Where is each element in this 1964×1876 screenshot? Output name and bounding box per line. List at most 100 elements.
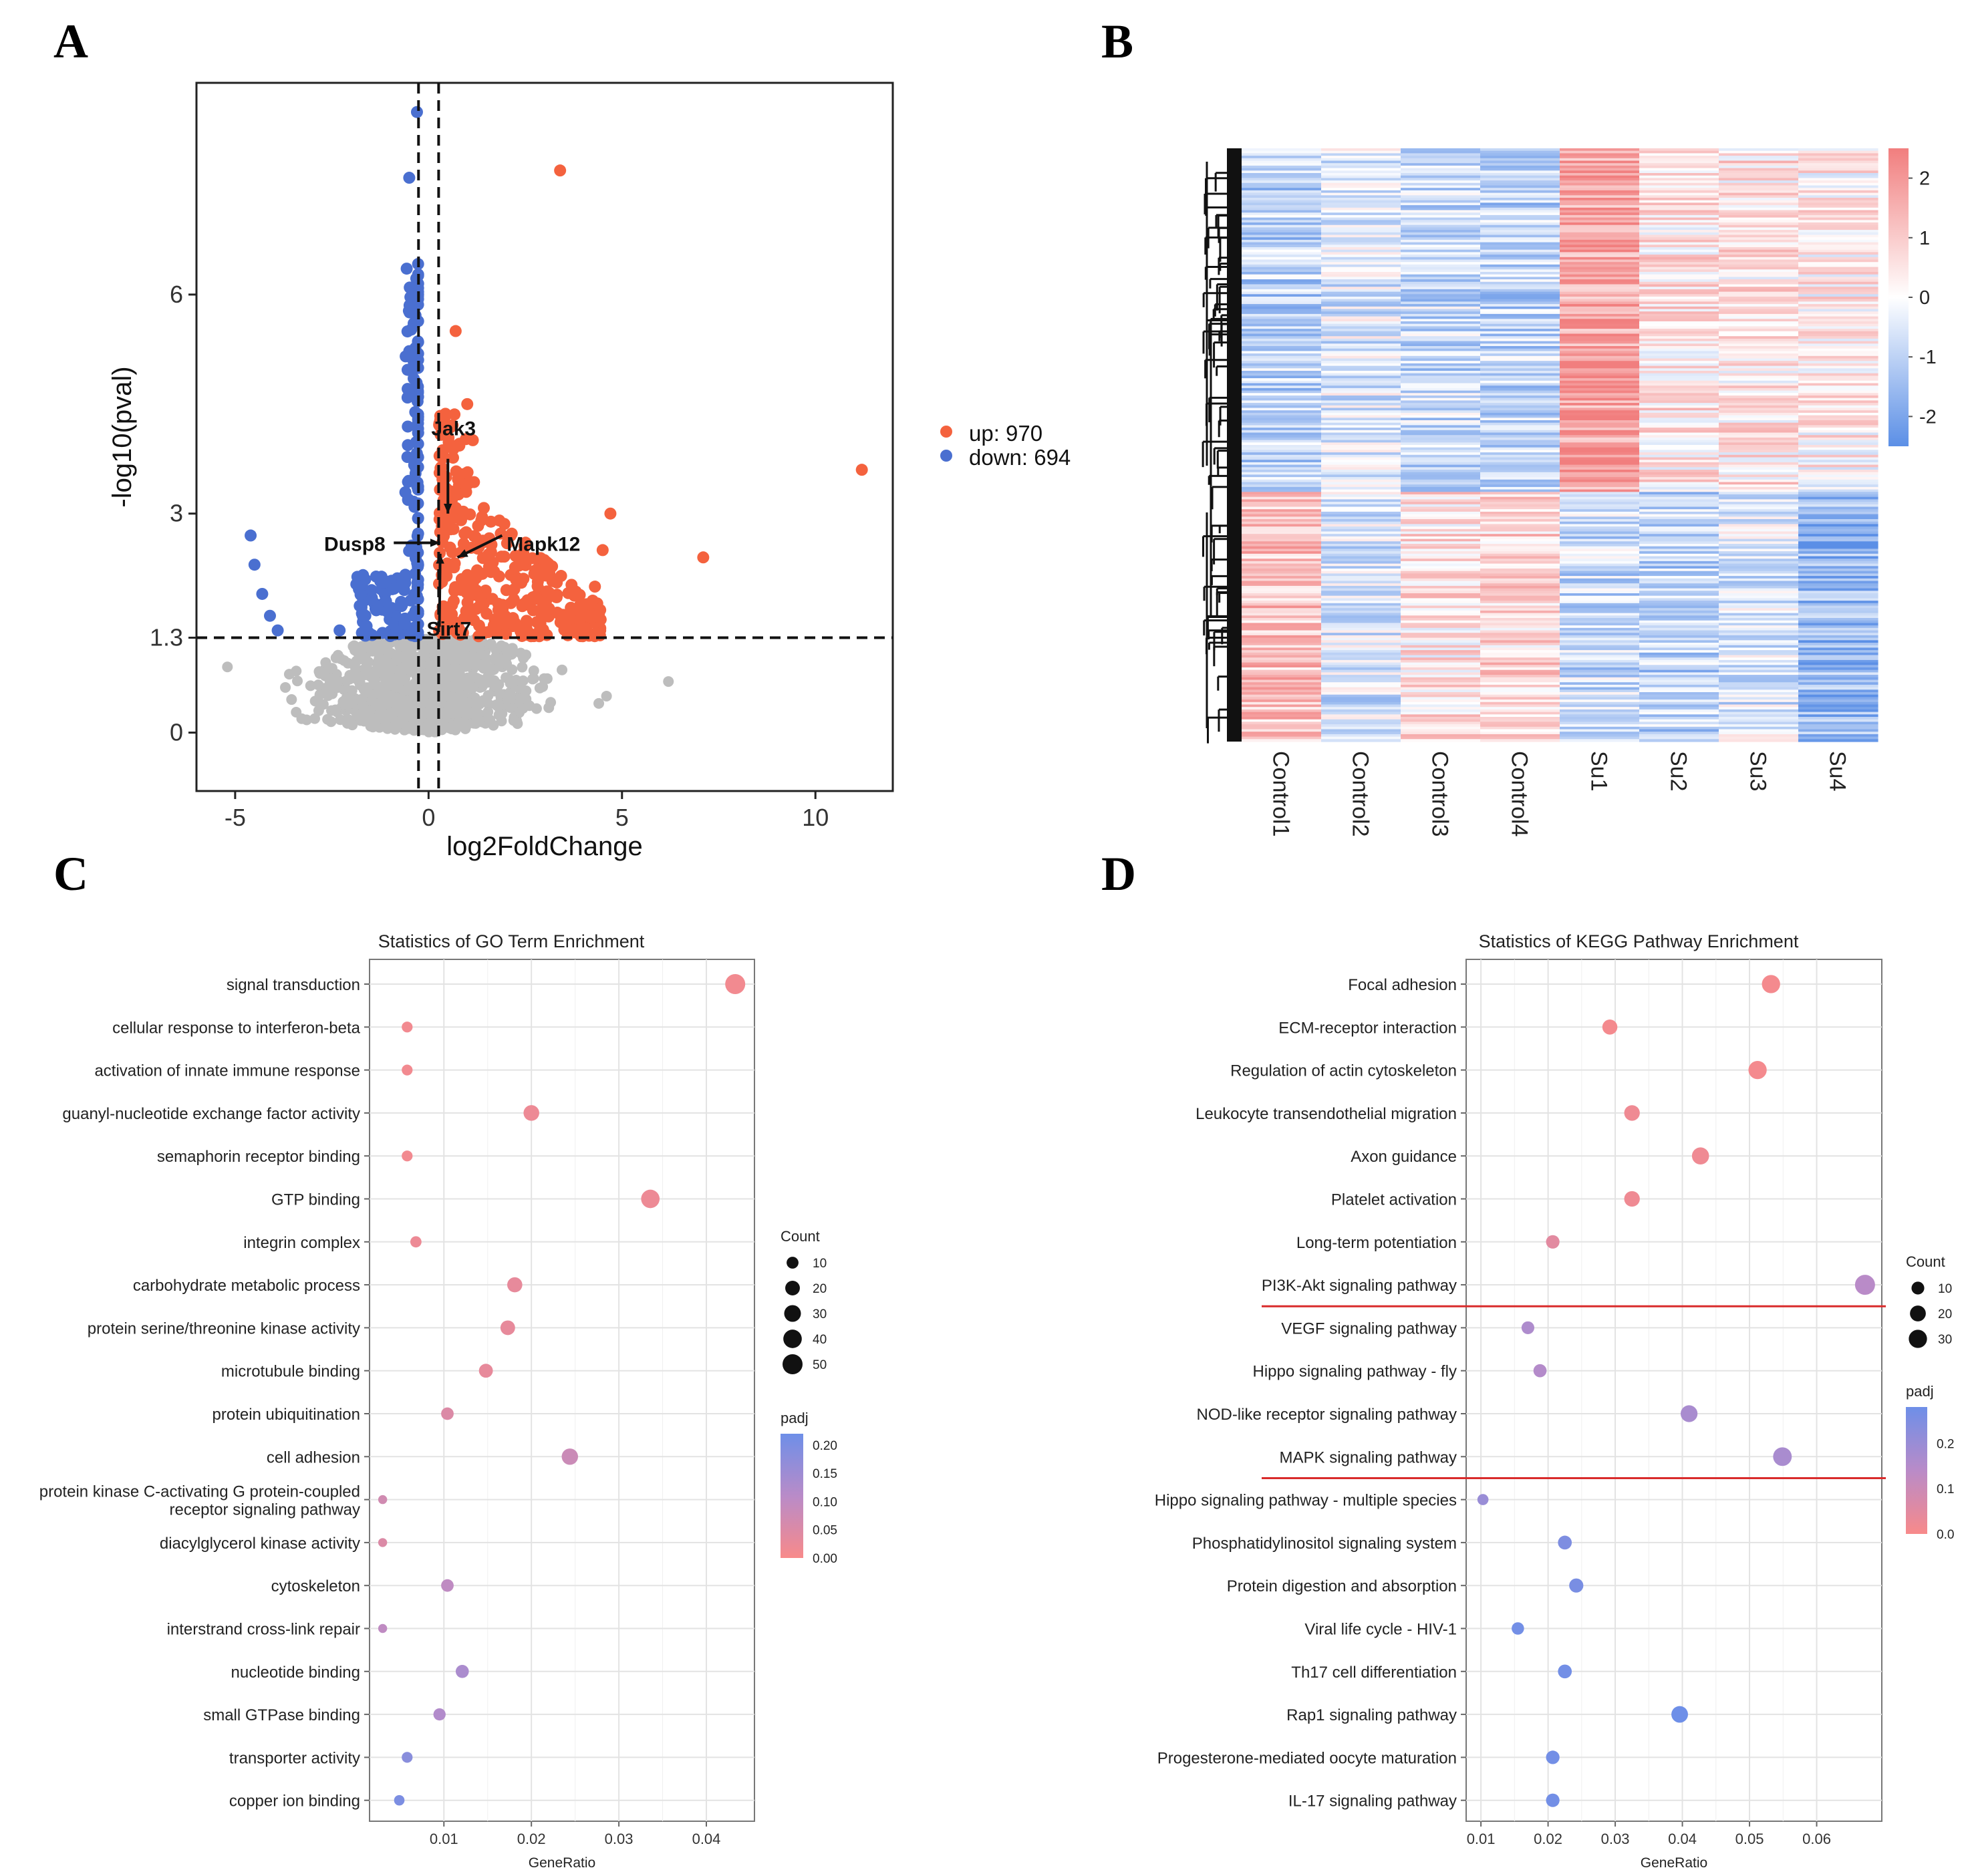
heatmap-cell — [1560, 180, 1640, 184]
heatmap-cell — [1639, 640, 1719, 643]
heatmap-cell — [1401, 601, 1481, 604]
heatmap-cell — [1242, 578, 1322, 582]
heatmap-cell — [1242, 230, 1322, 233]
heatmap-cell — [1798, 267, 1878, 270]
heatmap-cell — [1798, 573, 1878, 577]
heatmap-cell — [1639, 212, 1719, 216]
heatmap-cell — [1719, 712, 1799, 715]
heatmap-cell — [1560, 627, 1640, 631]
heatmap-cell — [1719, 368, 1799, 371]
heatmap-cell — [1639, 722, 1719, 725]
heatmap-cell — [1639, 519, 1719, 522]
heatmap-cell — [1480, 712, 1560, 715]
x-tick-label: 0.02 — [517, 1831, 546, 1847]
heatmap-cell — [1560, 615, 1640, 619]
heatmap-cell — [1719, 267, 1799, 270]
heatmap-cell — [1242, 214, 1322, 218]
heatmap-cell — [1798, 148, 1878, 152]
heatmap-cell — [1242, 355, 1322, 359]
volcano-point-ns — [305, 680, 316, 691]
kegg-plot-frame — [1465, 959, 1882, 1822]
heatmap-cell — [1639, 153, 1719, 156]
heatmap-cell — [1639, 689, 1719, 693]
heatmap-cell — [1639, 358, 1719, 361]
heatmap-cell — [1639, 524, 1719, 527]
heatmap-cell — [1798, 486, 1878, 490]
heatmap-cell — [1480, 245, 1560, 248]
term-label: Focal adhesion — [1348, 976, 1457, 994]
heatmap-cell — [1242, 633, 1322, 636]
count-legend-dot — [783, 1354, 803, 1374]
heatmap-cell — [1719, 405, 1799, 409]
heatmap-cell — [1560, 297, 1640, 300]
heatmap-cell — [1719, 158, 1799, 162]
heatmap-cell — [1321, 576, 1401, 579]
heatmap-cell — [1798, 435, 1878, 438]
heatmap-cell — [1798, 408, 1878, 411]
heatmap-cell — [1719, 486, 1799, 490]
heatmap-cell — [1719, 573, 1799, 577]
heatmap-cell — [1401, 472, 1481, 475]
heatmap-cell — [1480, 479, 1560, 483]
heatmap-cell — [1719, 304, 1799, 307]
heatmap-cell — [1242, 358, 1322, 361]
count-legend-label: 30 — [813, 1307, 827, 1321]
heatmap-cell — [1401, 355, 1481, 359]
heatmap-cell — [1480, 257, 1560, 261]
heatmap-cell — [1480, 569, 1560, 572]
heatmap-cell — [1798, 299, 1878, 302]
heatmap-cell — [1798, 281, 1878, 285]
heatmap-cell — [1321, 578, 1401, 582]
heatmap-cell — [1321, 682, 1401, 685]
heatmap-cell — [1639, 699, 1719, 703]
heatmap-cell — [1321, 714, 1401, 718]
heatmap-cell — [1719, 650, 1799, 653]
heatmap-cell — [1719, 707, 1799, 710]
heatmap-cell — [1480, 400, 1560, 404]
heatmap-cell — [1480, 195, 1560, 198]
heatmap-cell — [1321, 301, 1401, 305]
heatmap-cell — [1719, 610, 1799, 614]
heatmap-cell — [1480, 732, 1560, 735]
heatmap-cell — [1639, 672, 1719, 675]
heatmap-cell — [1480, 387, 1560, 392]
heatmap-cell — [1719, 232, 1799, 236]
heatmap-cell — [1719, 566, 1799, 569]
heatmap-cell — [1798, 237, 1878, 241]
heatmap-cell — [1719, 662, 1799, 665]
heatmap-cell — [1401, 659, 1481, 663]
heatmap-cell — [1242, 536, 1322, 540]
heatmap-cell — [1798, 689, 1878, 693]
volcano-point-down — [403, 306, 416, 319]
heatmap-cell — [1798, 195, 1878, 198]
heatmap-cell — [1242, 210, 1322, 213]
heatmap-cell — [1321, 385, 1401, 389]
heatmap-cell — [1719, 726, 1799, 730]
heatmap-cell — [1719, 333, 1799, 337]
heatmap-cell — [1798, 561, 1878, 565]
heatmap-cell — [1560, 336, 1640, 339]
heatmap-cell — [1798, 667, 1878, 671]
heatmap-cell — [1321, 242, 1401, 245]
heatmap-cell — [1798, 198, 1878, 201]
heatmap-cell — [1719, 462, 1799, 466]
heatmap-cell — [1480, 390, 1560, 394]
heatmap-cell — [1321, 544, 1401, 547]
volcano-point-up — [505, 529, 517, 542]
volcano-point-ns — [373, 655, 384, 667]
heatmap-cell — [1639, 355, 1719, 359]
heatmap-cell — [1639, 170, 1719, 174]
heatmap-cell — [1242, 371, 1322, 374]
heatmap-cell — [1242, 188, 1322, 191]
volcano-point-ns — [407, 685, 418, 697]
heatmap-cell — [1639, 200, 1719, 203]
heatmap-cell — [1639, 701, 1719, 706]
heatmap-cell — [1798, 182, 1878, 186]
volcano-point-up — [449, 502, 462, 514]
heatmap-cell — [1242, 474, 1322, 478]
heatmap-cell — [1560, 630, 1640, 633]
heatmap-cell — [1321, 442, 1401, 446]
heatmap-cell — [1798, 474, 1878, 478]
heatmap-cell — [1321, 198, 1401, 201]
heatmap-cell — [1560, 593, 1640, 597]
